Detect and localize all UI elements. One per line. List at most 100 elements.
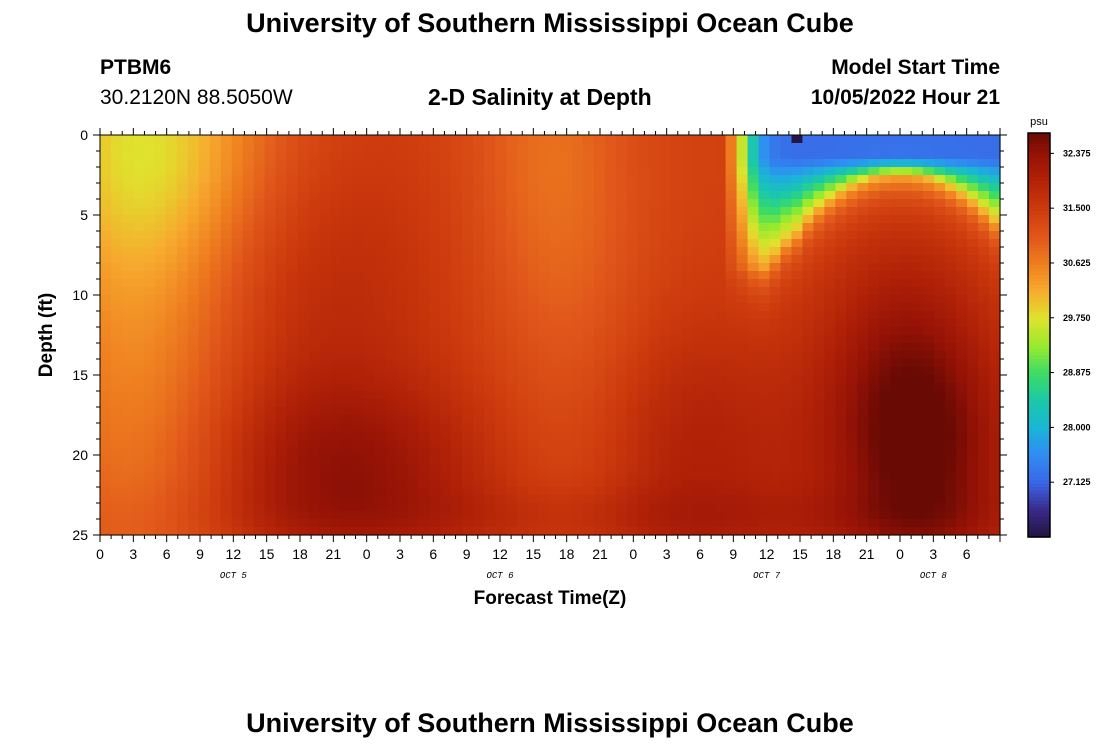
heatmap-cell <box>879 271 891 280</box>
heatmap-cell <box>835 359 847 368</box>
heatmap-cell <box>374 255 386 264</box>
heatmap-cell <box>846 383 858 392</box>
heatmap-cell <box>132 519 145 528</box>
x-axis: 0 3 6 9 12 15 18 21 0 3 6 9 12 15 18 21 0 3 6 9 12 15 18 21 0 3 6O… <box>96 128 1001 581</box>
heatmap-cell <box>692 399 705 408</box>
heatmap-cell <box>198 503 211 512</box>
colorbar-segment <box>1028 254 1050 259</box>
heatmap-cell <box>363 399 375 408</box>
heatmap-cell <box>319 367 332 376</box>
heatmap-cell <box>451 431 463 440</box>
heatmap-cell <box>835 423 847 432</box>
heatmap-cell <box>670 239 683 248</box>
heatmap-cell <box>967 495 979 504</box>
heatmap-cell <box>539 383 551 392</box>
heatmap-cell <box>670 199 683 208</box>
heatmap-cell <box>132 359 145 368</box>
heatmap-cell <box>945 391 957 400</box>
heatmap-cell <box>154 527 167 536</box>
heatmap-cell <box>780 471 793 480</box>
heatmap-cell <box>791 287 804 296</box>
heatmap-cell <box>286 327 299 336</box>
heatmap-cell <box>758 359 771 368</box>
heatmap-cell <box>396 231 408 240</box>
heatmap-cell <box>462 159 474 168</box>
heatmap-cell <box>560 519 573 528</box>
heatmap-cell <box>835 463 847 472</box>
heatmap-cell <box>110 471 123 480</box>
heatmap-cell <box>330 327 343 336</box>
heatmap-cell <box>846 447 858 456</box>
heatmap-cell <box>550 279 562 288</box>
heatmap-cell <box>824 191 836 200</box>
heatmap-cell <box>978 375 990 384</box>
heatmap-cell <box>560 151 573 160</box>
heatmap-cell <box>923 287 935 296</box>
heatmap-cell <box>846 351 858 360</box>
heatmap-cell <box>736 295 749 304</box>
heatmap-cell <box>593 399 606 408</box>
heatmap-cell <box>967 527 979 536</box>
heatmap-cell <box>857 359 869 368</box>
heatmap-cell <box>242 175 255 184</box>
heatmap-cell <box>989 359 1001 368</box>
heatmap-cell <box>132 455 145 464</box>
heatmap-cell <box>297 183 310 192</box>
heatmap-cell <box>637 239 650 248</box>
heatmap-cell <box>670 383 683 392</box>
heatmap-cell <box>209 463 222 472</box>
heatmap-cell <box>550 191 562 200</box>
heatmap-cell <box>154 455 167 464</box>
heatmap-cell <box>473 143 485 152</box>
heatmap-cell <box>176 303 189 312</box>
heatmap-cell <box>275 423 288 432</box>
heatmap-cell <box>539 215 551 224</box>
heatmap-cell <box>747 407 760 416</box>
heatmap-cell <box>571 431 584 440</box>
heatmap-cell <box>868 383 880 392</box>
heatmap-cell <box>132 303 145 312</box>
heatmap-cell <box>637 223 650 232</box>
heatmap-cell <box>198 399 211 408</box>
heatmap-cell <box>846 215 858 224</box>
heatmap-cell <box>484 199 496 208</box>
heatmap-cell <box>989 351 1001 360</box>
heatmap-cell <box>473 167 485 176</box>
heatmap-cell <box>396 455 408 464</box>
heatmap-cell <box>286 319 299 328</box>
heatmap-cell <box>121 287 134 296</box>
heatmap-cell <box>275 295 288 304</box>
heatmap-cell <box>165 263 178 272</box>
heatmap-cell <box>725 455 738 464</box>
colorbar: 32.37531.50030.62529.75028.87528.00027.1… <box>1027 132 1091 538</box>
heatmap-cell <box>725 503 738 512</box>
heatmap-cell <box>440 303 452 312</box>
x-tick-label: 0 <box>896 546 904 562</box>
heatmap-cell <box>440 247 452 256</box>
heatmap-cell <box>637 359 650 368</box>
colorbar-segment <box>1028 193 1050 198</box>
heatmap-cell <box>571 311 584 320</box>
heatmap-cell <box>308 439 321 448</box>
heatmap-cell <box>593 263 606 272</box>
heatmap-cell <box>791 399 804 408</box>
heatmap-cell <box>407 159 419 168</box>
heatmap-cell <box>879 255 891 264</box>
heatmap-cell <box>319 223 332 232</box>
heatmap-cell <box>714 383 727 392</box>
colorbar-segment <box>1028 287 1050 292</box>
heatmap-cell <box>319 159 332 168</box>
heatmap-cell <box>912 231 924 240</box>
heatmap-cell <box>385 487 397 496</box>
heatmap-cell <box>736 287 749 296</box>
heatmap-cell <box>363 447 375 456</box>
heatmap-cell <box>319 463 332 472</box>
heatmap-cell <box>681 439 694 448</box>
heatmap-cell <box>857 255 869 264</box>
heatmap-cell <box>769 455 782 464</box>
heatmap-cell <box>495 439 507 448</box>
heatmap-cell <box>967 503 979 512</box>
heatmap-cell <box>659 327 672 336</box>
heatmap-cell <box>165 231 178 240</box>
heatmap-cell <box>528 303 540 312</box>
